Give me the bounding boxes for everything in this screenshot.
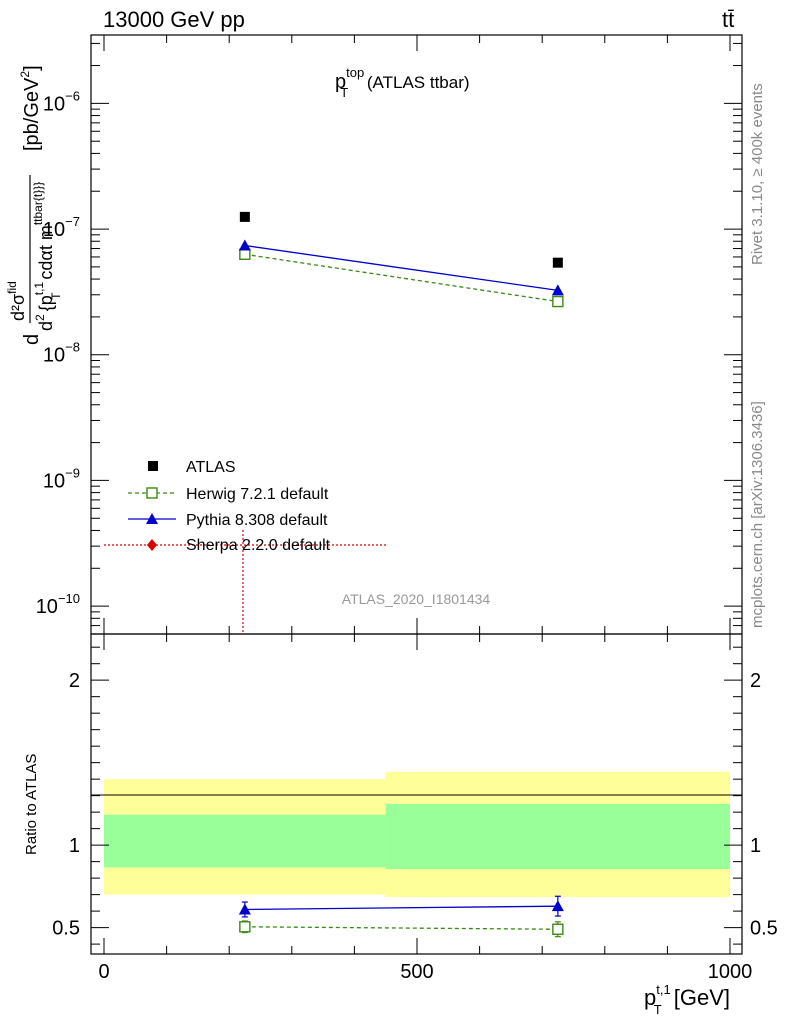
x-tick-label: 500 xyxy=(400,961,433,983)
main-series-2 xyxy=(238,239,564,296)
ratio-series-0 xyxy=(239,920,564,938)
series-line xyxy=(244,253,558,303)
main-y-tick-label: 10−8 xyxy=(43,340,80,367)
main-y-axis-label: d d²σfid d2{pt,1T cdαt mttbar{t}}} [pb/G… xyxy=(5,65,63,345)
svg-text:d2{pt,1T cdαt mttbar{t}}}: d2{pt,1T cdαt mttbar{t}}} xyxy=(31,182,63,331)
rivet-version-label: Rivet 3.1.10, ≥ 400k events xyxy=(749,83,766,265)
process-label: tt̄ xyxy=(722,7,734,32)
main-y-tick-label: 10−6 xyxy=(43,88,80,115)
band-inner xyxy=(104,814,386,868)
main-y-tick-label: 10−10 xyxy=(36,591,80,618)
ratio-y-tick-label-right: 0.5 xyxy=(750,918,778,940)
energy-label: 13000 GeV pp xyxy=(103,7,245,32)
ratio-y-tick-label-left: 0.5 xyxy=(52,918,80,940)
legend-item-pythia: Pythia 8.308 default xyxy=(128,512,328,529)
svg-text:d: d xyxy=(21,334,43,345)
x-tick-label: 0 xyxy=(98,961,109,983)
main-y-tick-labels: 10−10 10−9 10−8 10−7 10−6 xyxy=(36,88,80,618)
x-axis-label: pt,1 T [GeV] xyxy=(644,982,730,1017)
ratio-point xyxy=(552,923,564,935)
ratio-frame xyxy=(90,633,743,955)
main-y-tick-label: 10−9 xyxy=(43,465,80,492)
ratio-y-tick-label-left: 1 xyxy=(69,835,80,857)
data-point xyxy=(551,284,564,296)
ratio-y-tick-labels: 0.5 0.5 1 1 2 2 xyxy=(52,670,778,939)
ratio-point xyxy=(239,921,251,933)
main-series xyxy=(238,211,564,308)
legend-item-sherpa: Sherpa 2.2.0 default xyxy=(104,530,386,634)
svg-text:Sherpa 2.2.0 default: Sherpa 2.2.0 default xyxy=(186,537,331,554)
main-panel: 10−10 10−9 10−8 10−7 10−6 ptop T (ATLAS ttbar… xyxy=(5,34,743,635)
svg-text:Herwig 7.2.1 default: Herwig 7.2.1 default xyxy=(186,486,329,503)
band-inner xyxy=(385,803,730,870)
main-y-tick-label: 10−7 xyxy=(43,214,80,241)
ratio-panel: 0.5 0.5 1 1 2 2 0 500 1000 Ratio to ATLAS pt,1 T… xyxy=(23,633,778,1017)
ratio-y-tick-label-left: 2 xyxy=(69,670,80,692)
legend-item-atlas: ATLAS xyxy=(148,459,236,476)
ratio-line xyxy=(244,926,558,930)
main-series-0 xyxy=(239,211,563,268)
data-point xyxy=(239,248,251,260)
ratio-y-axis-label: Ratio to ATLAS xyxy=(23,754,40,855)
plot-title: ptop T (ATLAS ttbar) xyxy=(335,65,470,100)
ratio-series xyxy=(238,895,564,938)
main-series-1 xyxy=(239,248,564,308)
ratio-line xyxy=(244,905,558,911)
ratio-x-tick-labels: 0 500 1000 xyxy=(98,961,752,983)
data-point xyxy=(238,239,251,251)
ratio-series-1 xyxy=(238,895,564,918)
data-point xyxy=(239,211,250,222)
x-tick-label: 1000 xyxy=(708,961,753,983)
series-line xyxy=(244,244,558,292)
mcplots-label: mcplots.cern.ch [arXiv:1306.3436] xyxy=(749,401,766,628)
ratio-y-tick-label-right: 2 xyxy=(750,670,761,692)
legend-item-herwig: Herwig 7.2.1 default xyxy=(128,486,329,503)
data-point xyxy=(552,295,564,308)
main-ticks xyxy=(91,35,742,635)
analysis-watermark: ATLAS_2020_I1801434 xyxy=(342,591,491,607)
svg-text:[pb/GeV2]: [pb/GeV2] xyxy=(18,65,43,151)
svg-text:ATLAS: ATLAS xyxy=(186,459,236,476)
legend: ATLAS Herwig 7.2.1 default Pythia 8.308 … xyxy=(104,459,386,634)
svg-text:d²σfid: d²σfid xyxy=(5,281,28,321)
ratio-uncertainty-bands xyxy=(104,771,730,898)
ratio-point xyxy=(238,903,251,915)
ratio-y-tick-label-right: 1 xyxy=(750,835,761,857)
data-point xyxy=(552,257,563,268)
ratio-ticks xyxy=(91,634,742,954)
ratio-point xyxy=(551,900,564,912)
svg-text:Pythia 8.308 default: Pythia 8.308 default xyxy=(186,512,328,529)
